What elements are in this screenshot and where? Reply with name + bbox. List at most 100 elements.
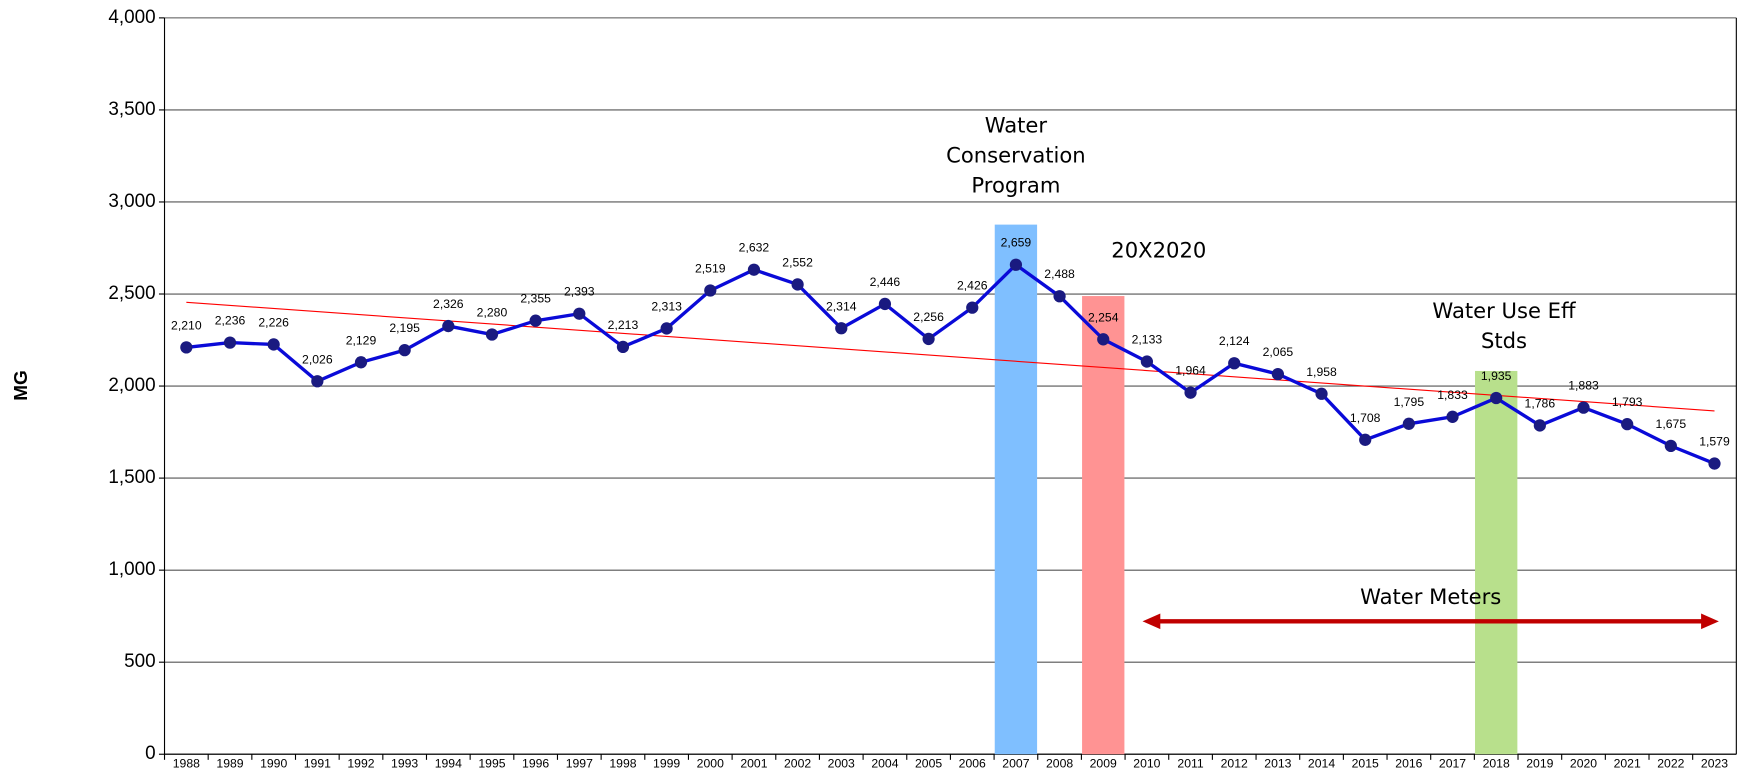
arrow-head bbox=[1701, 613, 1719, 630]
y-tick-label: 2,000 bbox=[108, 375, 155, 396]
data-point bbox=[616, 340, 630, 353]
data-label: 2,124 bbox=[1219, 334, 1250, 348]
data-point bbox=[180, 341, 193, 354]
annotation: Stds bbox=[1481, 328, 1527, 353]
data-point bbox=[1577, 401, 1590, 414]
x-tick-label: 1993 bbox=[391, 757, 418, 771]
x-tick-label: 1998 bbox=[609, 757, 636, 771]
x-tick-label: 2023 bbox=[1701, 757, 1728, 771]
annotation: 20X2020 bbox=[1111, 237, 1206, 262]
data-point bbox=[1490, 391, 1503, 405]
y-tick-label: 2,500 bbox=[108, 283, 155, 304]
x-tick-label: 2006 bbox=[959, 757, 986, 771]
data-label: 2,393 bbox=[564, 285, 595, 299]
x-tick-label: 1991 bbox=[304, 757, 331, 771]
data-point bbox=[1271, 367, 1284, 381]
annotation: Water Use Eff bbox=[1432, 298, 1576, 323]
data-point bbox=[1708, 457, 1721, 470]
data-point bbox=[1533, 419, 1546, 432]
data-point bbox=[1228, 357, 1241, 370]
data-label: 1,883 bbox=[1568, 379, 1599, 393]
annotation: Water bbox=[985, 112, 1048, 137]
x-tick-label: 2008 bbox=[1046, 757, 1073, 771]
x-tick-label: 2012 bbox=[1221, 757, 1248, 771]
data-label: 2,313 bbox=[651, 299, 682, 313]
x-tick-label: 2015 bbox=[1352, 757, 1379, 771]
data-label: 1,675 bbox=[1656, 417, 1687, 431]
x-tick-label: 2009 bbox=[1090, 757, 1117, 771]
data-point bbox=[835, 322, 848, 335]
x-tick-label: 2018 bbox=[1483, 757, 1510, 771]
y-tick-label: 500 bbox=[124, 651, 156, 672]
x-tick-label: 2011 bbox=[1177, 757, 1203, 771]
x-tick-label: 2022 bbox=[1657, 757, 1684, 771]
data-point bbox=[1402, 417, 1415, 430]
data-label: 1,833 bbox=[1437, 388, 1468, 402]
data-point bbox=[1140, 355, 1154, 368]
data-point bbox=[747, 263, 761, 276]
y-tick-label: 1,500 bbox=[108, 467, 155, 488]
arrow-label: Water Meters bbox=[1360, 584, 1501, 609]
data-point bbox=[529, 314, 542, 327]
data-label: 2,519 bbox=[695, 261, 726, 275]
data-label: 2,026 bbox=[302, 352, 333, 366]
x-tick-label: 2010 bbox=[1133, 757, 1160, 771]
data-point bbox=[966, 301, 979, 314]
data-label: 1,958 bbox=[1306, 365, 1337, 379]
data-label: 2,314 bbox=[826, 299, 857, 313]
x-tick-label: 2004 bbox=[871, 757, 898, 771]
data-label: 1,708 bbox=[1350, 411, 1381, 425]
data-point bbox=[704, 284, 717, 297]
data-point bbox=[660, 322, 673, 335]
data-point bbox=[398, 344, 411, 357]
data-label: 2,210 bbox=[171, 318, 202, 332]
data-label: 2,254 bbox=[1088, 310, 1119, 324]
x-tick-label: 1996 bbox=[522, 757, 549, 771]
x-tick-label: 1988 bbox=[173, 757, 200, 771]
x-tick-label: 2002 bbox=[784, 757, 811, 771]
data-label: 1,579 bbox=[1699, 435, 1730, 449]
data-label: 2,488 bbox=[1044, 267, 1075, 281]
data-label: 2,195 bbox=[389, 321, 420, 335]
x-tick-label: 1994 bbox=[435, 757, 462, 771]
y-tick-label: 3,000 bbox=[108, 191, 155, 212]
data-label: 2,659 bbox=[1001, 236, 1032, 250]
data-label: 2,129 bbox=[346, 333, 377, 347]
y-axis-label: MG bbox=[11, 370, 32, 401]
y-tick-label: 3,500 bbox=[108, 99, 155, 120]
x-tick-label: 2005 bbox=[915, 757, 942, 771]
data-point bbox=[1053, 290, 1066, 303]
data-label: 2,326 bbox=[433, 297, 464, 311]
data-point bbox=[922, 332, 935, 346]
data-point bbox=[1446, 410, 1459, 423]
data-label: 2,256 bbox=[913, 310, 944, 324]
data-label: 2,355 bbox=[520, 292, 551, 306]
x-tick-label: 2019 bbox=[1526, 757, 1553, 771]
x-tick-label: 2020 bbox=[1570, 757, 1597, 771]
data-label: 1,964 bbox=[1175, 364, 1206, 378]
x-tick-label: 2013 bbox=[1264, 757, 1291, 771]
x-tick-label: 1995 bbox=[478, 757, 505, 771]
series-line bbox=[186, 262, 1716, 466]
data-label: 2,226 bbox=[258, 315, 289, 329]
data-point bbox=[1097, 333, 1110, 346]
data-point bbox=[573, 307, 586, 320]
data-point bbox=[878, 297, 892, 311]
x-tick-label: 2000 bbox=[697, 757, 724, 771]
data-point bbox=[1184, 386, 1197, 399]
data-point bbox=[1664, 439, 1677, 453]
data-label: 1,786 bbox=[1525, 396, 1556, 410]
x-tick-label: 1990 bbox=[260, 757, 287, 771]
y-tick-label: 4,000 bbox=[108, 7, 155, 28]
highlight-bar bbox=[1082, 296, 1125, 755]
data-point bbox=[354, 356, 368, 369]
x-tick-label: 2003 bbox=[828, 757, 855, 771]
highlight-bar bbox=[994, 224, 1038, 755]
annotation: Conservation bbox=[946, 142, 1086, 167]
x-tick-label: 2014 bbox=[1308, 757, 1335, 771]
data-label: 2,552 bbox=[782, 255, 813, 269]
data-label: 1,793 bbox=[1612, 395, 1643, 409]
x-tick-label: 2016 bbox=[1395, 757, 1422, 771]
